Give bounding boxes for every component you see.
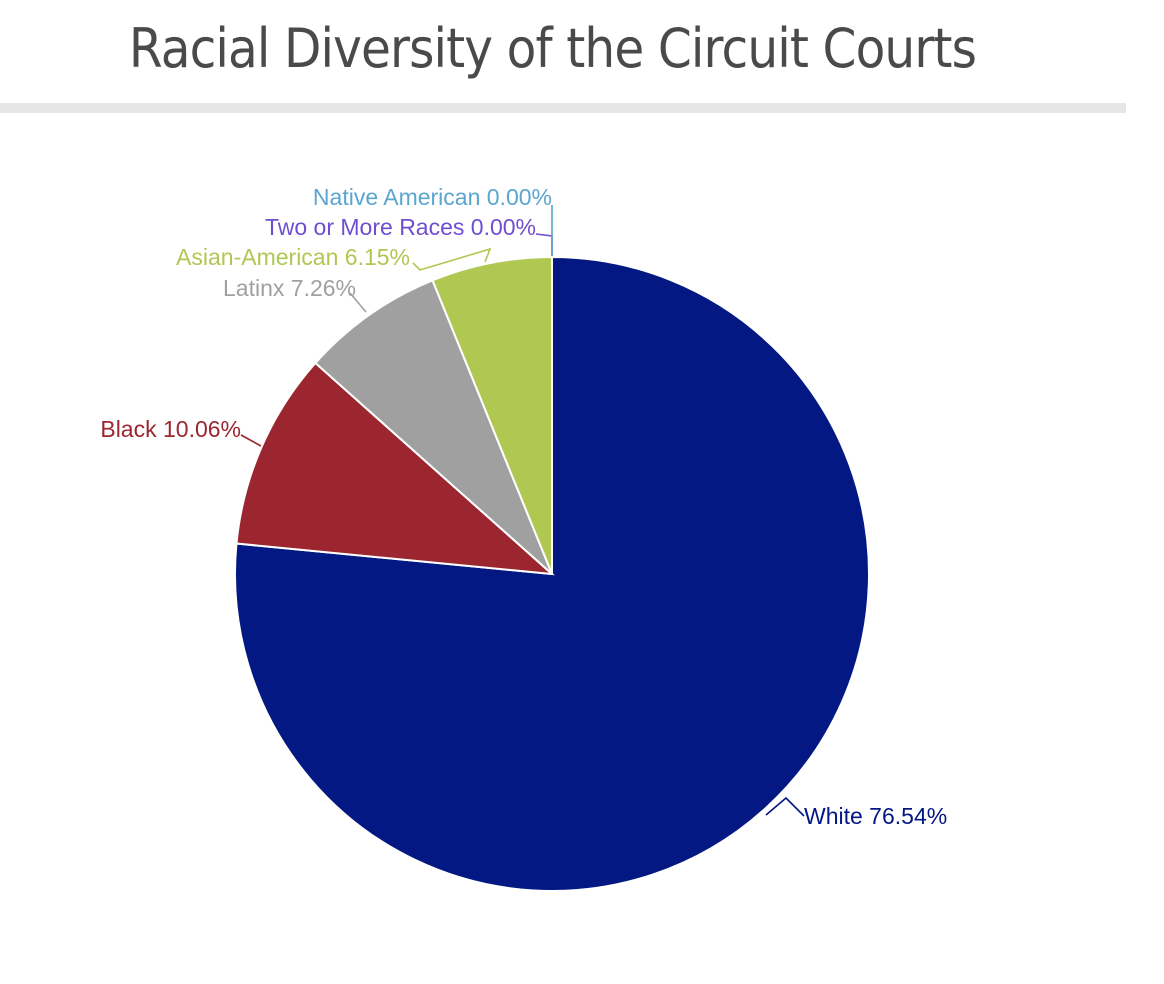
pie-slices	[234, 255, 870, 892]
slice-label-native-american: Native American 0.00%	[313, 184, 552, 210]
pie-slice-black	[235, 361, 555, 576]
leader-line-asian-american	[412, 247, 492, 271]
slice-labels: White 76.54% Black 10.06% Latinx 7.26% Asia…	[100, 184, 947, 829]
slice-label-white: White 76.54%	[804, 803, 947, 829]
pie-slice-asian-american	[431, 255, 553, 575]
pie-slice-white	[234, 255, 870, 892]
pie-slice-latinx	[314, 279, 553, 575]
slice-label-latinx: Latinx 7.26%	[223, 275, 356, 301]
title-divider	[0, 103, 1126, 113]
slice-label-two-or-more-races: Two or More Races 0.00%	[265, 214, 536, 240]
page-title: Racial Diversity of the Circuit Courts	[128, 17, 977, 80]
label-leader-lines	[240, 205, 805, 817]
leader-line-latinx	[349, 292, 367, 313]
leader-line-two-or-more-races	[535, 233, 553, 256]
slice-label-asian-american: Asian-American 6.15%	[176, 244, 410, 270]
leader-line-white	[765, 796, 805, 817]
slice-label-black: Black 10.06%	[100, 416, 241, 442]
leader-line-black	[240, 434, 262, 447]
